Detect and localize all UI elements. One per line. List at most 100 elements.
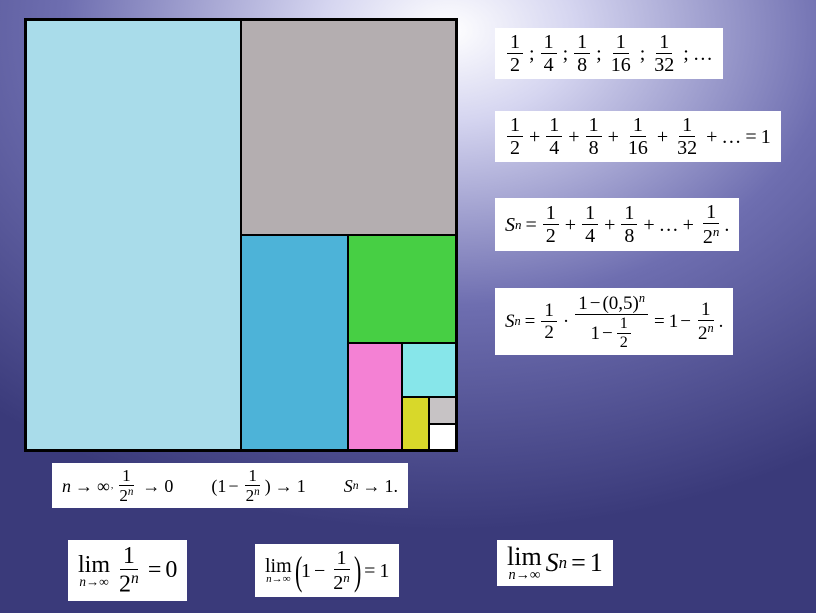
formula-partial-sum-expanded: Sn = 12 + 14 + 18 + … + 12n . bbox=[495, 198, 739, 251]
sub-n: n bbox=[559, 555, 567, 572]
eq: = bbox=[364, 561, 375, 581]
formula-sequence: 12 ; 14 ; 18 ; 116 ; 132 ; … bbox=[495, 28, 723, 79]
S: S bbox=[505, 215, 515, 235]
d: 8 bbox=[586, 137, 602, 158]
rhs: 1 bbox=[590, 550, 603, 576]
minus: − bbox=[680, 312, 691, 331]
n: 1 bbox=[698, 300, 714, 321]
op: + bbox=[529, 127, 540, 147]
n: 1 bbox=[582, 203, 598, 225]
d: 16 bbox=[625, 137, 651, 158]
n: 1 bbox=[543, 203, 559, 225]
n: 1 bbox=[703, 202, 719, 224]
S: S bbox=[546, 550, 559, 576]
op: + bbox=[657, 127, 668, 147]
inf: ∞ bbox=[97, 477, 110, 495]
formula-limit-1: lim n→∞ 12n = 0 bbox=[68, 540, 187, 601]
n: 1 bbox=[541, 301, 557, 322]
zero: 0 bbox=[164, 477, 173, 495]
minus: − bbox=[314, 561, 325, 581]
num: 1 bbox=[656, 32, 672, 54]
d: 2 bbox=[541, 322, 557, 342]
eq: = bbox=[654, 312, 665, 331]
tile-sixteenth bbox=[348, 235, 456, 343]
sub-n: n bbox=[515, 315, 521, 327]
arrow: → bbox=[363, 477, 381, 495]
op: + bbox=[683, 215, 694, 235]
d: 2n bbox=[243, 486, 263, 504]
n: 1 bbox=[621, 203, 637, 225]
d: 2n bbox=[116, 570, 142, 597]
comma: , bbox=[111, 481, 113, 491]
d: 2n bbox=[330, 570, 353, 593]
d: 2n bbox=[695, 321, 717, 343]
d: 2n bbox=[116, 486, 136, 504]
tile-one256th-a bbox=[429, 397, 456, 424]
n: 1 bbox=[679, 115, 695, 137]
op: + bbox=[565, 215, 576, 235]
dots: … bbox=[693, 44, 713, 64]
lp: ( bbox=[295, 551, 302, 591]
tile-eighth bbox=[241, 235, 348, 450]
rp: ) bbox=[354, 551, 361, 591]
sep: ; bbox=[640, 44, 646, 64]
formula-sum-equals-one: 12 + 14 + 18 + 116 + 132 + … = 1 bbox=[495, 111, 781, 162]
dots: … bbox=[721, 127, 741, 147]
den: 4 bbox=[541, 54, 557, 75]
tile-quarter bbox=[241, 20, 456, 235]
den: 8 bbox=[574, 54, 590, 75]
rhs: 0 bbox=[165, 558, 177, 582]
d: 32 bbox=[674, 137, 700, 158]
tile-half bbox=[26, 20, 241, 450]
eq: = bbox=[526, 215, 537, 235]
eq: = bbox=[571, 550, 586, 576]
d: 4 bbox=[582, 225, 598, 246]
tile-thirty2nd bbox=[348, 343, 402, 450]
dots: … bbox=[659, 215, 679, 235]
d: 2n bbox=[700, 224, 723, 247]
tile-sixty4th bbox=[402, 343, 456, 397]
eq: = bbox=[148, 558, 162, 582]
d: 8 bbox=[621, 225, 637, 246]
num: 1 bbox=[574, 32, 590, 54]
num: 1 bbox=[507, 32, 523, 54]
tile-one28th bbox=[402, 397, 429, 450]
arrow: → bbox=[142, 477, 160, 495]
big-num: 1−(0,5)n bbox=[575, 292, 648, 315]
d: 2 bbox=[543, 225, 559, 246]
n: 1 bbox=[119, 467, 134, 486]
eq: = bbox=[745, 127, 756, 147]
one: 1 bbox=[217, 477, 226, 495]
n: n bbox=[62, 477, 71, 495]
lim-operator: lim n→∞ bbox=[507, 544, 542, 582]
n: 1 bbox=[586, 115, 602, 137]
one: 1 bbox=[297, 477, 306, 495]
period: . bbox=[724, 215, 729, 235]
n: 1 bbox=[245, 467, 260, 486]
den: 32 bbox=[651, 54, 677, 75]
period: . bbox=[719, 312, 724, 331]
den: 16 bbox=[608, 54, 634, 75]
rhs: 1 bbox=[379, 561, 389, 581]
n: 1 bbox=[546, 115, 562, 137]
sub-n: n bbox=[515, 218, 522, 231]
n: 1 bbox=[507, 115, 523, 137]
tile-one256th-b bbox=[429, 424, 456, 450]
d: 4 bbox=[546, 137, 562, 158]
S: S bbox=[344, 477, 353, 495]
sep: ; bbox=[529, 44, 535, 64]
period: . bbox=[394, 477, 399, 495]
one: 1 bbox=[669, 312, 679, 331]
num: 1 bbox=[541, 32, 557, 54]
formula-limit-2: lim n→∞ ( 1 − 12n ) = 1 bbox=[255, 544, 399, 597]
arrow: → bbox=[75, 477, 93, 495]
n: 1 bbox=[334, 548, 350, 570]
one: 1 bbox=[761, 127, 771, 147]
sep: ; bbox=[563, 44, 569, 64]
sub-n: n bbox=[353, 480, 359, 492]
num: 1 bbox=[613, 32, 629, 54]
formula-limit-3: lim n→∞ Sn = 1 bbox=[497, 540, 613, 586]
minus: − bbox=[228, 477, 238, 495]
op: + bbox=[568, 127, 579, 147]
formula-arrows-line: n → ∞ , 12n → 0 ( 1 − 12n ) → 1 Sn → 1 . bbox=[52, 463, 408, 508]
